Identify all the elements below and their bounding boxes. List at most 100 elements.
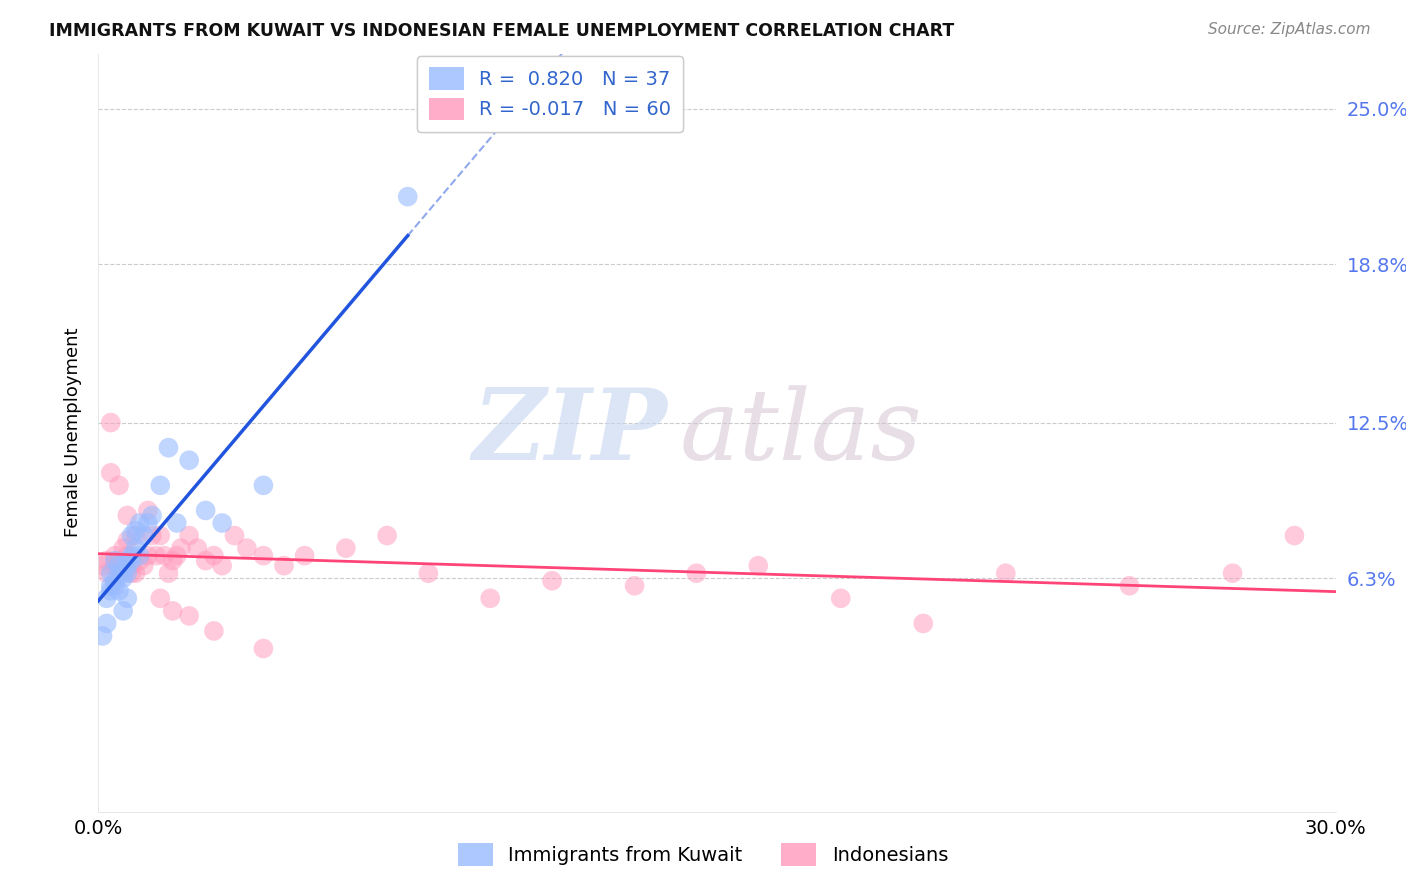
Point	[1284, 528, 1306, 542]
Point	[100, 583, 122, 598]
Point	[104, 558, 127, 573]
Point	[124, 524, 146, 538]
Point	[117, 549, 139, 563]
Point	[120, 554, 142, 568]
Point	[194, 554, 217, 568]
Text: Source: ZipAtlas.com: Source: ZipAtlas.com	[1208, 22, 1371, 37]
Point	[166, 549, 188, 563]
Point	[1222, 566, 1244, 581]
Point	[685, 566, 707, 581]
Point	[108, 566, 131, 581]
Point	[112, 566, 135, 581]
Point	[141, 528, 163, 542]
Point	[117, 566, 139, 581]
Point	[149, 478, 172, 492]
Point	[179, 453, 201, 467]
Point	[375, 528, 398, 542]
Point	[100, 579, 122, 593]
Point	[100, 416, 122, 430]
Point	[252, 549, 274, 563]
Text: IMMIGRANTS FROM KUWAIT VS INDONESIAN FEMALE UNEMPLOYMENT CORRELATION CHART: IMMIGRANTS FROM KUWAIT VS INDONESIAN FEM…	[49, 22, 955, 40]
Point	[211, 516, 233, 530]
Point	[541, 574, 564, 588]
Point	[124, 528, 146, 542]
Point	[202, 549, 225, 563]
Point	[112, 558, 135, 573]
Point	[1118, 579, 1140, 593]
Point	[153, 549, 176, 563]
Point	[166, 516, 188, 530]
Point	[994, 566, 1017, 581]
Point	[912, 616, 935, 631]
Point	[120, 528, 142, 542]
Point	[186, 541, 208, 555]
Point	[170, 541, 193, 555]
Point	[157, 441, 180, 455]
Point	[418, 566, 440, 581]
Point	[128, 554, 150, 568]
Point	[108, 583, 131, 598]
Point	[149, 591, 172, 606]
Point	[117, 508, 139, 523]
Point	[132, 528, 155, 542]
Point	[202, 624, 225, 638]
Point	[335, 541, 357, 555]
Point	[396, 189, 419, 203]
Point	[112, 571, 135, 585]
Point	[236, 541, 259, 555]
Point	[273, 558, 295, 573]
Point	[112, 541, 135, 555]
Point	[479, 591, 502, 606]
Point	[136, 503, 159, 517]
Text: atlas: atlas	[681, 385, 922, 480]
Point	[179, 608, 201, 623]
Point	[108, 554, 131, 568]
Point	[623, 579, 645, 593]
Point	[162, 604, 184, 618]
Point	[252, 641, 274, 656]
Point	[108, 478, 131, 492]
Point	[136, 516, 159, 530]
Point	[141, 508, 163, 523]
Point	[104, 554, 127, 568]
Point	[104, 574, 127, 588]
Point	[96, 591, 118, 606]
Point	[117, 591, 139, 606]
Point	[96, 566, 118, 581]
Point	[96, 616, 118, 631]
Point	[128, 549, 150, 563]
Point	[162, 554, 184, 568]
Y-axis label: Female Unemployment: Female Unemployment	[63, 328, 82, 537]
Point	[91, 558, 114, 573]
Legend: Immigrants from Kuwait, Indonesians: Immigrants from Kuwait, Indonesians	[450, 835, 956, 873]
Point	[211, 558, 233, 573]
Point	[91, 629, 114, 643]
Point	[117, 558, 139, 573]
Point	[145, 549, 167, 563]
Point	[117, 554, 139, 568]
Point	[132, 558, 155, 573]
Point	[117, 533, 139, 548]
Point	[224, 528, 246, 542]
Point	[124, 566, 146, 581]
Point	[104, 579, 127, 593]
Point	[120, 549, 142, 563]
Point	[830, 591, 852, 606]
Point	[108, 558, 131, 573]
Point	[136, 549, 159, 563]
Point	[747, 558, 769, 573]
Point	[108, 566, 131, 581]
Point	[112, 604, 135, 618]
Point	[120, 558, 142, 573]
Text: ZIP: ZIP	[472, 384, 668, 481]
Point	[294, 549, 316, 563]
Point	[194, 503, 217, 517]
Point	[157, 566, 180, 581]
Point	[100, 466, 122, 480]
Point	[179, 528, 201, 542]
Point	[120, 566, 142, 581]
Point	[104, 549, 127, 563]
Point	[252, 478, 274, 492]
Legend: R =  0.820   N = 37, R = -0.017   N = 60: R = 0.820 N = 37, R = -0.017 N = 60	[418, 55, 683, 132]
Point	[128, 516, 150, 530]
